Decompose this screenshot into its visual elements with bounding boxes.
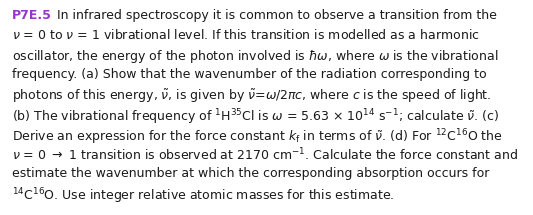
Text: $\nu$ = 0 to $\nu$ = 1 vibrational level. If this transition is modelled as a ha: $\nu$ = 0 to $\nu$ = 1 vibrational level… bbox=[12, 28, 480, 42]
Text: $\nu$ = 0 $\rightarrow$ 1 transition is observed at 2170 cm$^{-1}$. Calculate th: $\nu$ = 0 $\rightarrow$ 1 transition is … bbox=[12, 147, 518, 164]
Text: estimate the wavenumber at which the corresponding absorption occurs for: estimate the wavenumber at which the cor… bbox=[12, 167, 489, 180]
Text: photons of this energy, $\tilde{\nu}$, is given by $\tilde{\nu}$=$\omega$/2$\pi : photons of this energy, $\tilde{\nu}$, i… bbox=[12, 88, 491, 105]
Text: In infrared spectroscopy it is common to observe a transition from the: In infrared spectroscopy it is common to… bbox=[57, 9, 497, 22]
Text: P7E.5: P7E.5 bbox=[12, 9, 52, 22]
Text: frequency. (a) Show that the wavenumber of the radiation corresponding to: frequency. (a) Show that the wavenumber … bbox=[12, 68, 486, 81]
Text: $^{14}$C$^{16}$O. Use integer relative atomic masses for this estimate.: $^{14}$C$^{16}$O. Use integer relative a… bbox=[12, 187, 394, 206]
Text: oscillator, the energy of the photon involved is $\hbar\omega$, where $\omega$ i: oscillator, the energy of the photon inv… bbox=[12, 48, 498, 65]
Text: (b) The vibrational frequency of $^{1}$H$^{35}$Cl is $\omega$ = 5.63 $\times$ 10: (b) The vibrational frequency of $^{1}$H… bbox=[12, 108, 499, 127]
Text: Derive an expression for the force constant $k_{\mathrm{f}}$ in terms of $\tilde: Derive an expression for the force const… bbox=[12, 127, 503, 147]
